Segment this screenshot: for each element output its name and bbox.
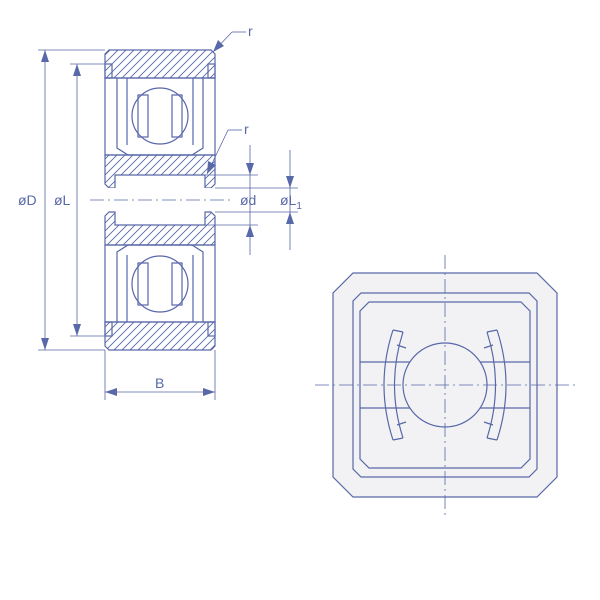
right-front-view [315, 255, 575, 515]
label-B: B [155, 375, 164, 391]
cage-bottom [105, 245, 215, 322]
label-L: øL [54, 192, 71, 208]
label-r2: r [244, 121, 249, 137]
outer-race-top [105, 50, 215, 78]
label-r1: r [248, 23, 253, 39]
inner-race-top [105, 155, 215, 188]
label-D: øD [18, 192, 37, 208]
left-cross-section [90, 50, 230, 350]
label-L1: øL1 [280, 192, 302, 212]
label-d: ød [240, 192, 256, 208]
bearing-diagram: øD øL ød øL1 B r [0, 0, 600, 600]
inner-race-bottom [105, 212, 215, 245]
cage-top [105, 78, 215, 155]
outer-race-bottom [105, 322, 215, 350]
